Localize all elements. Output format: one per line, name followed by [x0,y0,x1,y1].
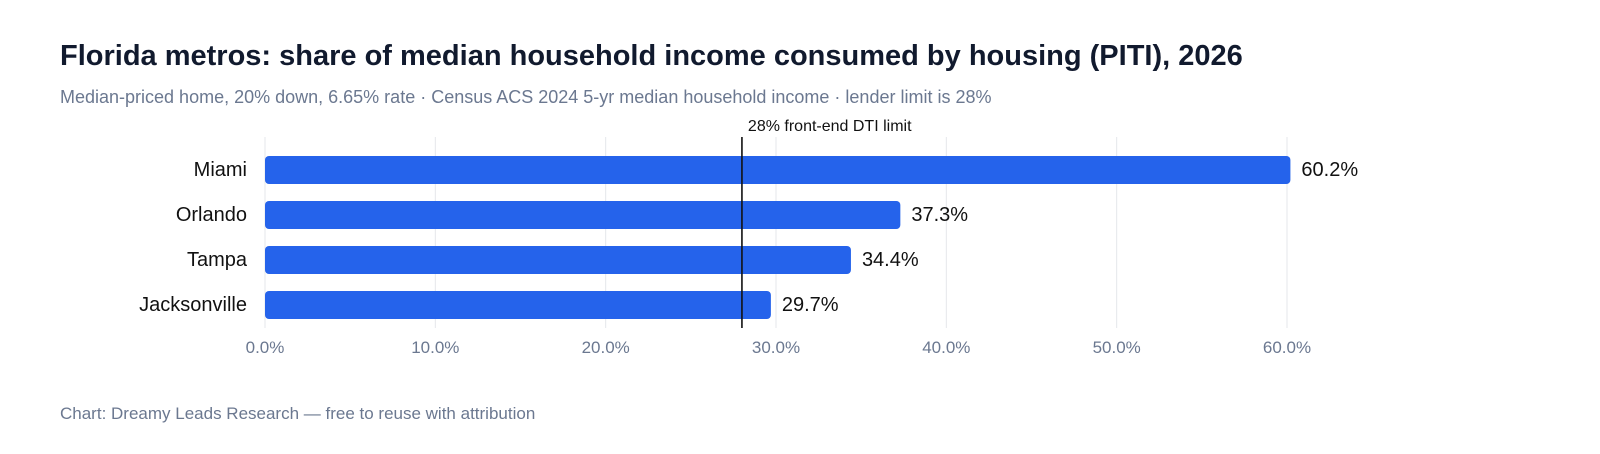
value-label: 60.2% [1301,159,1358,181]
bar-orlando [265,201,901,229]
bar-jacksonville [265,291,771,319]
bar-tampa [265,246,851,274]
x-tick-label: 30.0% [752,338,800,357]
reference-line-group: 28% front-end DTI limit [741,118,912,328]
chart-title: Florida metros: share of median househol… [60,40,1243,72]
x-tick-label: 20.0% [582,338,630,357]
labels: 0.0% 10.0% 20.0% 30.0% 40.0% 50.0% 60.0% Miami 6… [139,159,1358,357]
x-tick-label: 10.0% [411,338,459,357]
category-label: Orlando [176,204,247,226]
bar-miami [265,156,1291,184]
chart-subtitle: Median-priced home, 20% down, 6.65% rate… [60,87,992,107]
value-label: 29.7% [782,294,839,316]
category-label: Tampa [187,249,248,271]
category-label: Jacksonville [139,294,247,316]
x-tick-label: 50.0% [1093,338,1141,357]
category-label: Miami [194,159,247,181]
bars [265,156,1291,319]
value-label: 37.3% [911,204,968,226]
x-tick-label: 0.0% [246,338,285,357]
x-tick-label: 40.0% [922,338,970,357]
reference-line-label: 28% front-end DTI limit [748,118,912,135]
value-label: 34.4% [862,249,919,271]
chart-credit: Chart: Dreamy Leads Research — free to r… [60,404,536,423]
x-tick-label: 60.0% [1263,338,1311,357]
